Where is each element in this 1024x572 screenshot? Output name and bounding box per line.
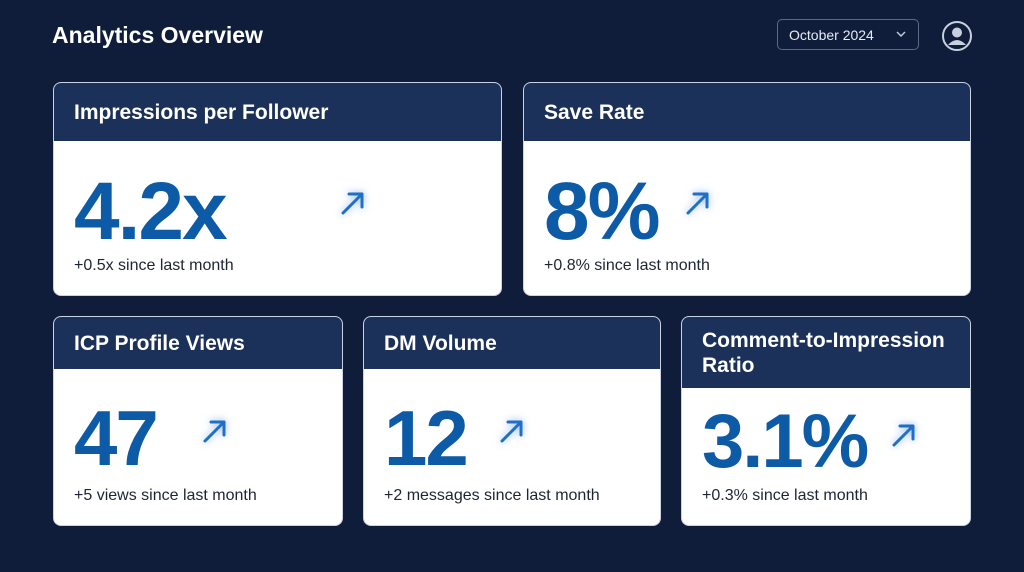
date-selector[interactable]: October 2024 bbox=[777, 19, 919, 50]
metric-card: DM Volume 12 +2 messages since last month bbox=[363, 316, 661, 526]
card-title: Impressions per Follower bbox=[54, 83, 501, 141]
trend-arrow bbox=[686, 192, 709, 215]
page-title: Analytics Overview bbox=[52, 22, 263, 48]
metric-change: +5 views since last month bbox=[74, 487, 257, 504]
card-title: DM Volume bbox=[364, 317, 660, 369]
metric-change: +2 messages since last month bbox=[384, 487, 600, 504]
metric-card: Impressions per Follower 4.2x +0.5x since … bbox=[53, 82, 502, 296]
metric-value: 12 bbox=[384, 394, 469, 482]
trend-arrow bbox=[203, 420, 226, 443]
date-selector-label: October 2024 bbox=[789, 26, 874, 43]
trend-arrow bbox=[500, 420, 523, 443]
metric-value: 3.1% bbox=[702, 399, 869, 484]
card-title: Save Rate bbox=[524, 83, 970, 141]
metric-change: +0.3% since last month bbox=[702, 487, 868, 504]
trend-arrow bbox=[341, 192, 364, 215]
avatar[interactable] bbox=[941, 20, 973, 52]
metric-card: ICP Profile Views 47 +5 views since last m… bbox=[53, 316, 343, 526]
chevron bbox=[896, 31, 906, 37]
card-title: ICP Profile Views bbox=[54, 317, 342, 369]
metric-change: +0.8% since last month bbox=[544, 257, 710, 274]
metric-value: 8% bbox=[544, 166, 661, 257]
trend-arrow bbox=[892, 424, 915, 447]
metric-card: Save Rate 8% +0.8% since last month bbox=[523, 82, 971, 296]
metric-change: +0.5x since last month bbox=[74, 257, 234, 274]
card-title: Comment-to-Impression Ratio bbox=[682, 317, 970, 388]
metric-value: 4.2x bbox=[74, 166, 228, 257]
metric-card: Comment-to-Impression Ratio 3.1% +0.3% sin… bbox=[681, 316, 971, 526]
metric-value: 47 bbox=[74, 394, 159, 482]
